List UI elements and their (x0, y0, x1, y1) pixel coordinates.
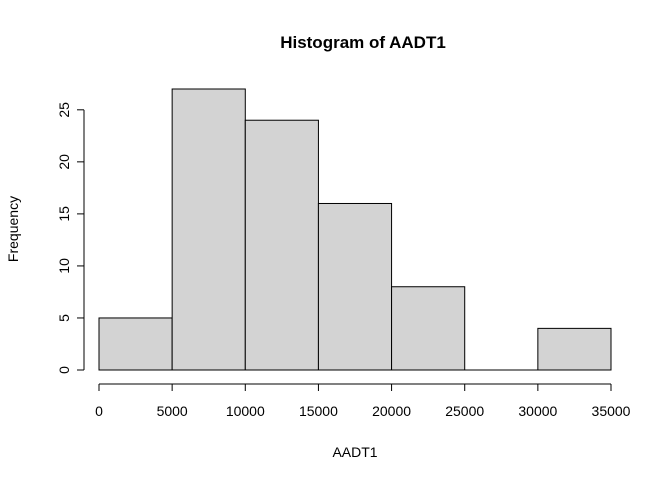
x-tick-label: 30000 (518, 403, 557, 419)
x-axis-label: AADT1 (332, 444, 377, 460)
histogram-bar (391, 286, 466, 371)
x-tick-label: 5000 (157, 403, 188, 419)
y-axis-label: Frequency (5, 196, 21, 262)
x-axis: 0 5000 10000 15000 20000 25000 30000 35000 (95, 383, 631, 419)
y-tick-label: 25 (56, 102, 72, 118)
y-tick-label: 0 (56, 366, 72, 374)
histogram-bar (244, 119, 319, 371)
x-tick-label: 0 (95, 403, 103, 419)
x-tick-label: 10000 (226, 403, 265, 419)
x-tick-label: 20000 (372, 403, 411, 419)
y-tick-label: 20 (56, 154, 72, 170)
histogram-bar (317, 202, 393, 371)
x-tick-label: 35000 (592, 403, 631, 419)
y-axis: 0 5 10 15 20 25 (56, 102, 85, 374)
histogram-bar (171, 88, 246, 371)
y-tick-label: 10 (56, 258, 72, 274)
histogram-bar (537, 327, 612, 371)
x-tick-label: 15000 (299, 403, 338, 419)
chart-title: Histogram of AADT1 (280, 33, 446, 52)
x-tick-label: 25000 (445, 403, 484, 419)
bars (98, 88, 612, 371)
y-tick-label: 5 (56, 314, 72, 322)
histogram-bar (98, 317, 173, 371)
y-tick-label: 15 (56, 206, 72, 222)
